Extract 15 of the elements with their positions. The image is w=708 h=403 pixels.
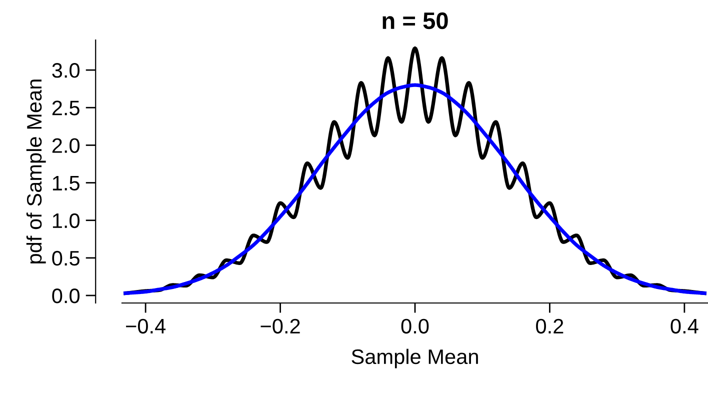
y-tick-label: 0.5 (52, 250, 80, 266)
x-tick-label: 0.0 (401, 318, 429, 334)
y-tick-label: 0.0 (52, 288, 80, 304)
x-tick-label: 0.4 (670, 318, 698, 334)
chart-title: n = 50 (382, 12, 448, 30)
y-tick-label: 1.5 (52, 176, 80, 191)
x-tick-label: −0.2 (260, 318, 300, 334)
x-tick-label: −0.4 (126, 318, 166, 334)
y-tick-label: 2.0 (52, 138, 80, 153)
y-tick-label: 2.5 (52, 100, 80, 116)
x-axis-title: Sample Mean (352, 348, 478, 368)
y-tick-label: 1.0 (52, 213, 80, 228)
y-tick-label: 3.0 (52, 63, 80, 78)
y-axis-title: pdf of Sample Mean (26, 80, 46, 264)
x-tick-label: 0.2 (536, 318, 564, 334)
